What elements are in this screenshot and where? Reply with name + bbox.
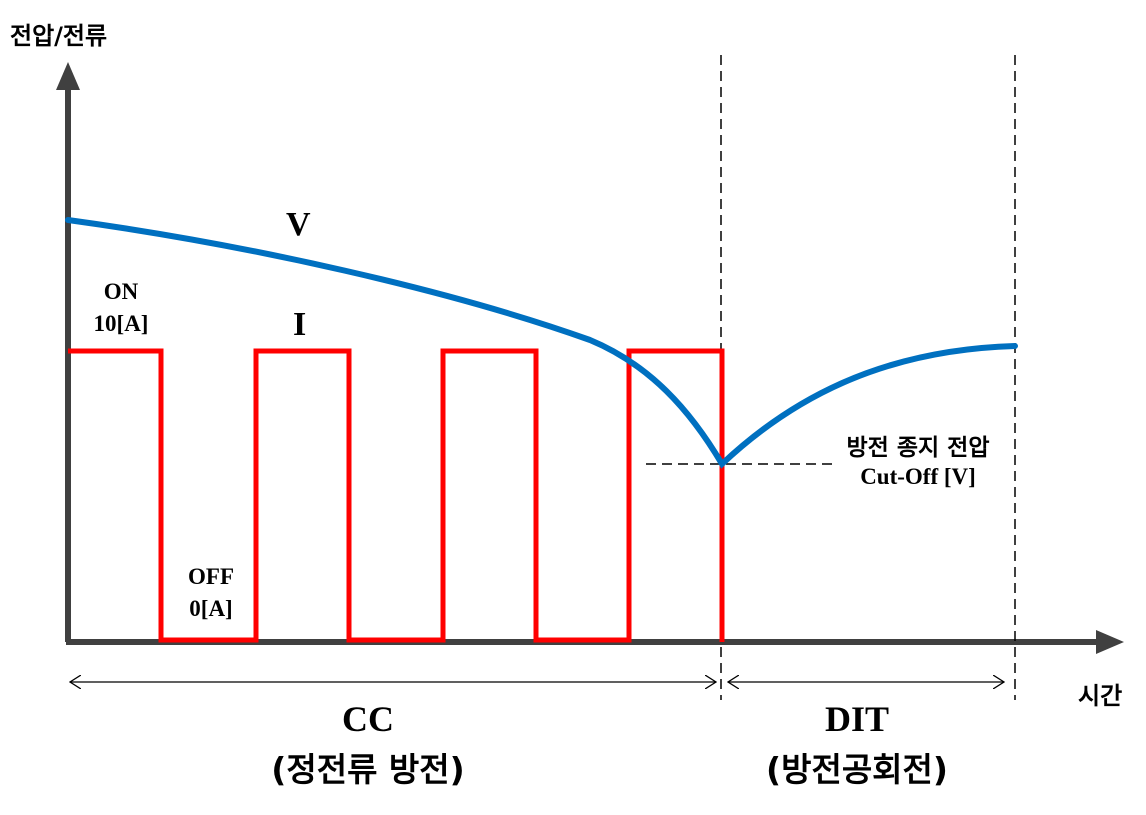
voltage-curve	[65, 217, 1018, 469]
current-curve	[68, 348, 725, 643]
cutoff-label: 방전 종지 전압	[846, 435, 990, 461]
cc-phase-title: CC	[342, 699, 394, 739]
y-axis-label: 전압/전류	[10, 22, 108, 50]
off-level-label: OFF	[188, 564, 234, 589]
off-level-value: 0[A]	[189, 596, 233, 621]
cc-phase-subtitle: (정전류 방전)	[271, 750, 465, 789]
current-label: I	[293, 306, 307, 343]
voltage-label: V	[286, 206, 311, 243]
cutoff-value: Cut-Off [V]	[860, 464, 976, 489]
x-axis-label: 시간	[1078, 682, 1123, 710]
dit-phase-title: DIT	[824, 699, 890, 739]
x-axis-arrowhead	[1096, 630, 1124, 654]
on-level-label: ON	[103, 279, 139, 304]
y-axis-arrowhead	[56, 62, 80, 90]
on-level-value: 10[A]	[93, 311, 149, 336]
dit-phase-subtitle: (방전공회전)	[766, 750, 948, 789]
